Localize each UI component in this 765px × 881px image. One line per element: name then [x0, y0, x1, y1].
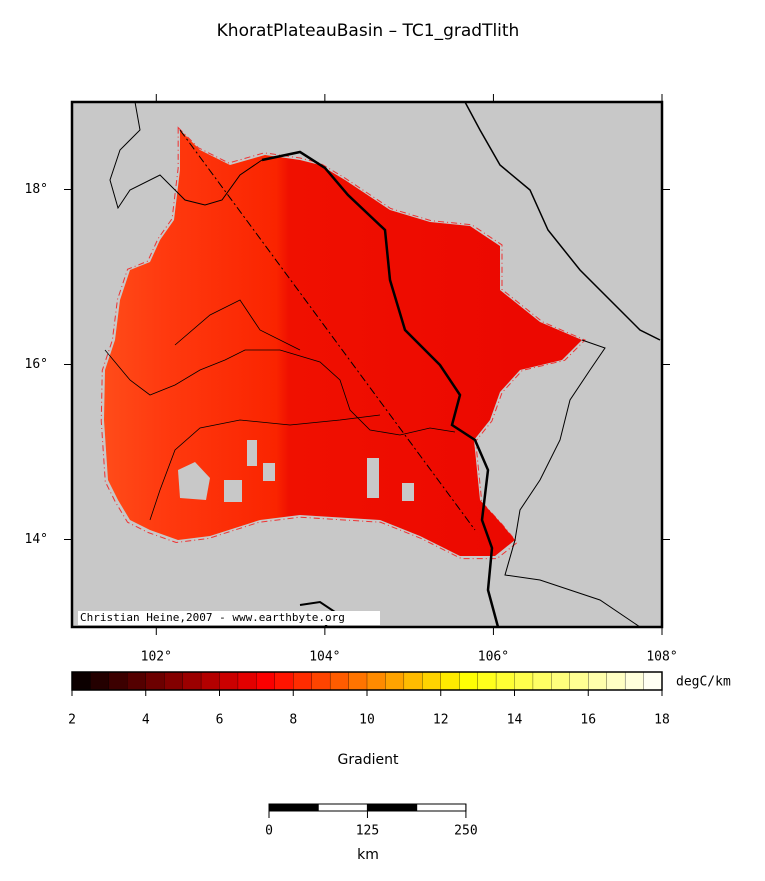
- region-outline: [100, 126, 586, 560]
- credit-box: [78, 611, 380, 625]
- colorbar-tick-label: 16: [580, 713, 596, 728]
- scalebar-cell: [268, 803, 319, 812]
- colorbar-cell: [606, 671, 626, 691]
- border: [504, 339, 641, 627]
- colorbar-cell: [219, 671, 239, 691]
- colorbar-cell: [274, 671, 294, 691]
- scalebar-tick-label: 125: [356, 824, 379, 839]
- river: [174, 299, 301, 351]
- border-river: [261, 150, 500, 627]
- colorbar-cell: [256, 671, 276, 691]
- hole: [263, 463, 275, 481]
- x-tick-label: 102°: [141, 650, 172, 665]
- scalebar-unit: km: [357, 847, 379, 863]
- colorbar-cell: [182, 671, 202, 691]
- colorbar-cell: [569, 671, 589, 691]
- colorbar-cell: [145, 671, 165, 691]
- x-tick-label: 106°: [478, 650, 509, 665]
- coastline: [464, 102, 661, 341]
- y-tick-label: 18°: [25, 182, 48, 197]
- colorbar-tick-label: 2: [68, 713, 76, 728]
- gradient-region: [104, 130, 582, 556]
- colorbar-cell: [311, 671, 331, 691]
- colorbar-cell: [108, 671, 128, 691]
- hole: [367, 458, 379, 498]
- scalebar-cell: [366, 803, 418, 812]
- y-tick-label: 16°: [25, 357, 48, 372]
- colorbar-cell: [71, 671, 91, 691]
- hole: [224, 480, 242, 502]
- colorbar-tick-label: 12: [433, 713, 449, 728]
- colorbar-cell: [127, 671, 147, 691]
- river: [149, 414, 381, 521]
- colorbar-cell: [477, 671, 497, 691]
- x-tick-label: 108°: [646, 650, 677, 665]
- colorbar-cell: [348, 671, 368, 691]
- colorbar-tick-label: 8: [289, 713, 297, 728]
- colorbar-cell: [164, 671, 184, 691]
- colorbar-cell: [403, 671, 423, 691]
- river: [104, 349, 456, 436]
- colorbar-tick-label: 14: [507, 713, 523, 728]
- colorbar-cell: [588, 671, 608, 691]
- hole: [178, 462, 210, 500]
- colorbar-cell: [385, 671, 405, 691]
- y-tick-label: 14°: [25, 532, 48, 547]
- colorbar-cell: [422, 671, 442, 691]
- colorbar-title: Gradient: [338, 752, 399, 768]
- scalebar-tick-label: 250: [454, 824, 477, 839]
- colorbar-cell: [514, 671, 534, 691]
- colorbar-cell: [532, 671, 552, 691]
- scalebar-tick-label: 0: [265, 824, 273, 839]
- colorbar-cell: [366, 671, 386, 691]
- colorbar-cell: [440, 671, 460, 691]
- border: [109, 102, 263, 210]
- colorbar-unit: degC/km: [676, 675, 731, 690]
- colorbar-cell: [624, 671, 645, 691]
- colorbar-cell: [459, 671, 479, 691]
- title: KhoratPlateauBasin – TC1_gradTlith: [217, 21, 520, 41]
- colorbar-tick-label: 18: [654, 713, 670, 728]
- colorbar-tick-label: 10: [359, 713, 375, 728]
- scalebar-cell: [317, 803, 368, 812]
- colorbar-cell: [495, 671, 515, 691]
- hole: [247, 440, 257, 466]
- map-layers: [100, 102, 661, 627]
- profile-line: [179, 129, 476, 531]
- hole: [402, 483, 414, 501]
- colorbar-tick-label: 4: [142, 713, 150, 728]
- colorbar-tick-label: 6: [216, 713, 224, 728]
- x-tick-label: 104°: [309, 650, 340, 665]
- colorbar-cell: [643, 671, 663, 691]
- colorbar-cell: [551, 671, 571, 691]
- colorbar-cell: [200, 671, 220, 691]
- colorbar-cell: [293, 671, 313, 691]
- credit: Christian Heine,2007 - www.earthbyte.org: [80, 611, 345, 624]
- colorbar-cell: [90, 671, 110, 691]
- scalebar-cell: [416, 803, 467, 812]
- colorbar-cell: [237, 671, 257, 691]
- colorbar-cell: [329, 671, 350, 691]
